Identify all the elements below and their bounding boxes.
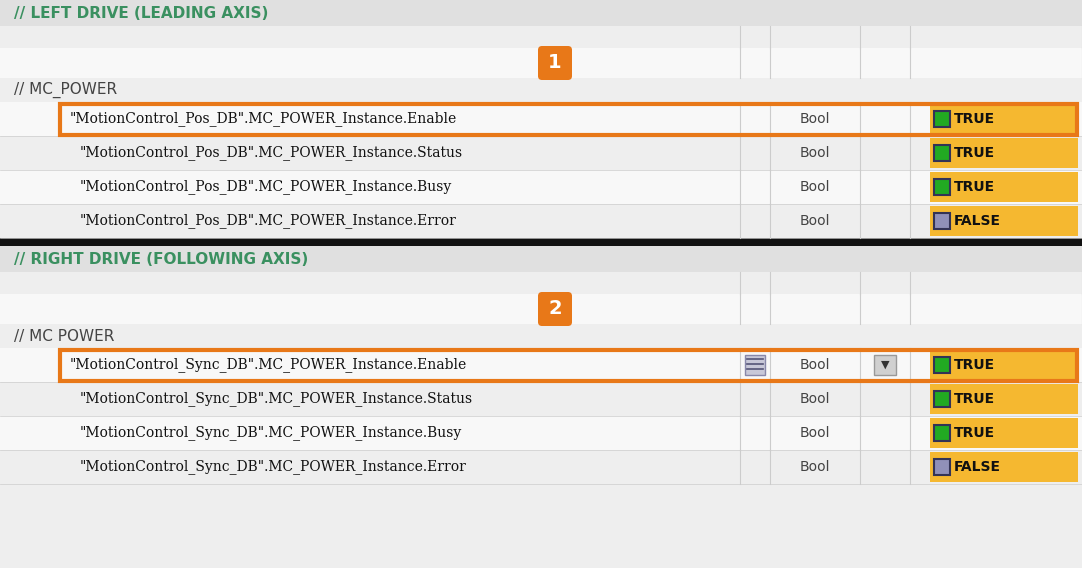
Text: "MotionControl_Sync_DB".MC_POWER_Instance.Enable: "MotionControl_Sync_DB".MC_POWER_Instanc…: [70, 358, 467, 373]
FancyBboxPatch shape: [538, 46, 572, 80]
Bar: [934, 145, 950, 161]
Text: TRUE: TRUE: [954, 146, 995, 160]
Bar: [0, 136, 1082, 170]
Bar: [745, 355, 765, 375]
Text: "MotionControl_Sync_DB".MC_POWER_Instance.Status: "MotionControl_Sync_DB".MC_POWER_Instanc…: [80, 391, 473, 407]
Bar: [60, 349, 1077, 381]
Text: FALSE: FALSE: [954, 460, 1001, 474]
Bar: [931, 452, 1078, 482]
Text: Bool: Bool: [800, 392, 830, 406]
Text: TRUE: TRUE: [954, 392, 995, 406]
Text: TRUE: TRUE: [954, 112, 995, 126]
Text: TRUE: TRUE: [954, 426, 995, 440]
Bar: [0, 294, 1082, 324]
Text: // LEFT DRIVE (LEADING AXIS): // LEFT DRIVE (LEADING AXIS): [14, 6, 268, 20]
Text: Bool: Bool: [800, 426, 830, 440]
Bar: [931, 350, 1078, 380]
FancyBboxPatch shape: [538, 292, 572, 326]
Text: TRUE: TRUE: [954, 358, 995, 372]
Bar: [931, 104, 1078, 134]
Text: // MC_POWER: // MC_POWER: [14, 82, 117, 98]
Bar: [934, 111, 950, 127]
Bar: [0, 102, 1082, 136]
Text: 2: 2: [549, 299, 562, 319]
Text: "MotionControl_Pos_DB".MC_POWER_Instance.Enable: "MotionControl_Pos_DB".MC_POWER_Instance…: [70, 111, 458, 127]
Bar: [931, 384, 1078, 414]
Bar: [931, 206, 1078, 236]
Bar: [0, 0, 1082, 26]
Bar: [0, 48, 1082, 78]
Text: Bool: Bool: [800, 146, 830, 160]
Text: "MotionControl_Pos_DB".MC_POWER_Instance.Busy: "MotionControl_Pos_DB".MC_POWER_Instance…: [80, 179, 452, 194]
Text: Bool: Bool: [800, 460, 830, 474]
Text: 1: 1: [549, 53, 562, 73]
Bar: [874, 355, 896, 375]
Text: "MotionControl_Pos_DB".MC_POWER_Instance.Error: "MotionControl_Pos_DB".MC_POWER_Instance…: [80, 214, 457, 228]
Bar: [0, 272, 1082, 294]
Bar: [0, 78, 1082, 102]
Text: "MotionControl_Sync_DB".MC_POWER_Instance.Error: "MotionControl_Sync_DB".MC_POWER_Instanc…: [80, 460, 466, 474]
Bar: [931, 172, 1078, 202]
Text: FALSE: FALSE: [954, 214, 1001, 228]
Bar: [934, 391, 950, 407]
Bar: [0, 324, 1082, 348]
Bar: [0, 382, 1082, 416]
Text: TRUE: TRUE: [954, 180, 995, 194]
Bar: [934, 213, 950, 229]
Text: Bool: Bool: [800, 180, 830, 194]
Text: "MotionControl_Sync_DB".MC_POWER_Instance.Busy: "MotionControl_Sync_DB".MC_POWER_Instanc…: [80, 425, 462, 440]
Bar: [0, 484, 1082, 568]
Bar: [934, 179, 950, 195]
Bar: [0, 204, 1082, 238]
Bar: [934, 425, 950, 441]
Text: // MC POWER: // MC POWER: [14, 328, 115, 344]
Text: "MotionControl_Pos_DB".MC_POWER_Instance.Status: "MotionControl_Pos_DB".MC_POWER_Instance…: [80, 145, 463, 160]
Text: ▼: ▼: [881, 360, 889, 370]
Bar: [0, 170, 1082, 204]
Text: Bool: Bool: [800, 358, 830, 372]
Bar: [931, 138, 1078, 168]
Bar: [0, 450, 1082, 484]
Bar: [0, 246, 1082, 272]
Bar: [0, 26, 1082, 48]
Bar: [931, 418, 1078, 448]
Bar: [934, 357, 950, 373]
Bar: [934, 459, 950, 475]
Bar: [0, 238, 1082, 246]
Text: // RIGHT DRIVE (FOLLOWING AXIS): // RIGHT DRIVE (FOLLOWING AXIS): [14, 252, 308, 266]
Text: Bool: Bool: [800, 112, 830, 126]
Bar: [0, 348, 1082, 382]
Text: Bool: Bool: [800, 214, 830, 228]
Bar: [60, 103, 1077, 135]
Bar: [0, 416, 1082, 450]
